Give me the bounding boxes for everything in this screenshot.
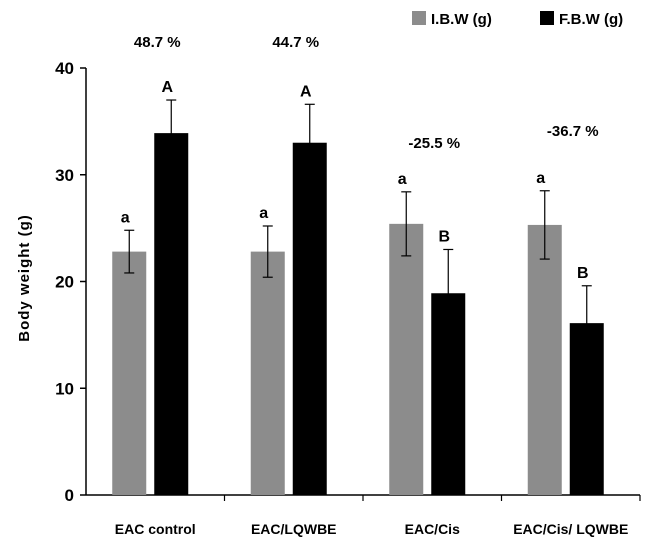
legend-swatch: [412, 11, 426, 25]
percent-change-label: -25.5 %: [408, 135, 460, 152]
labels: a a a a A A B B 48.7 % 44.7 % -25.5 % -36.7 %: [121, 34, 599, 282]
bar: [250, 251, 285, 495]
y-tick-label: 40: [55, 59, 74, 78]
x-tick-label: EAC/LQWBE: [251, 521, 337, 537]
y-tick-label: 0: [65, 486, 74, 505]
axes: 0 10 20 30 40 EAC control EAC/LQWBE EAC/Cis EAC/…: [55, 59, 641, 537]
significance-label: a: [536, 170, 545, 187]
y-tick-label: 20: [55, 273, 74, 292]
x-tick-label: EAC control: [115, 521, 196, 537]
significance-label: A: [161, 79, 173, 96]
legend-swatch: [540, 11, 554, 25]
significance-label: a: [398, 171, 407, 188]
significance-label: A: [300, 83, 312, 100]
bar: [154, 133, 189, 495]
legend-entry: F.B.W (g): [559, 11, 623, 28]
legend-entry: I.B.W (g): [431, 11, 492, 28]
y-axis-label: Body weight (g): [16, 214, 33, 342]
bar: [389, 223, 424, 496]
significance-label: B: [438, 228, 450, 245]
bars: [112, 99, 604, 496]
significance-label: a: [259, 205, 268, 222]
significance-label: B: [577, 265, 589, 282]
bar: [527, 224, 562, 496]
percent-change-label: -36.7 %: [547, 123, 599, 140]
legend: I.B.W (g) F.B.W (g): [412, 11, 623, 28]
y-tick-label: 10: [55, 379, 74, 398]
significance-label: a: [121, 209, 130, 226]
bar: [112, 251, 147, 495]
x-tick-label: EAC/Cis/ LQWBE: [513, 521, 628, 537]
x-tick-label: EAC/Cis: [405, 521, 460, 537]
bar: [292, 142, 327, 495]
percent-change-label: 48.7 %: [134, 34, 181, 51]
y-tick-label: 30: [55, 166, 74, 185]
percent-change-label: 44.7 %: [272, 34, 319, 51]
